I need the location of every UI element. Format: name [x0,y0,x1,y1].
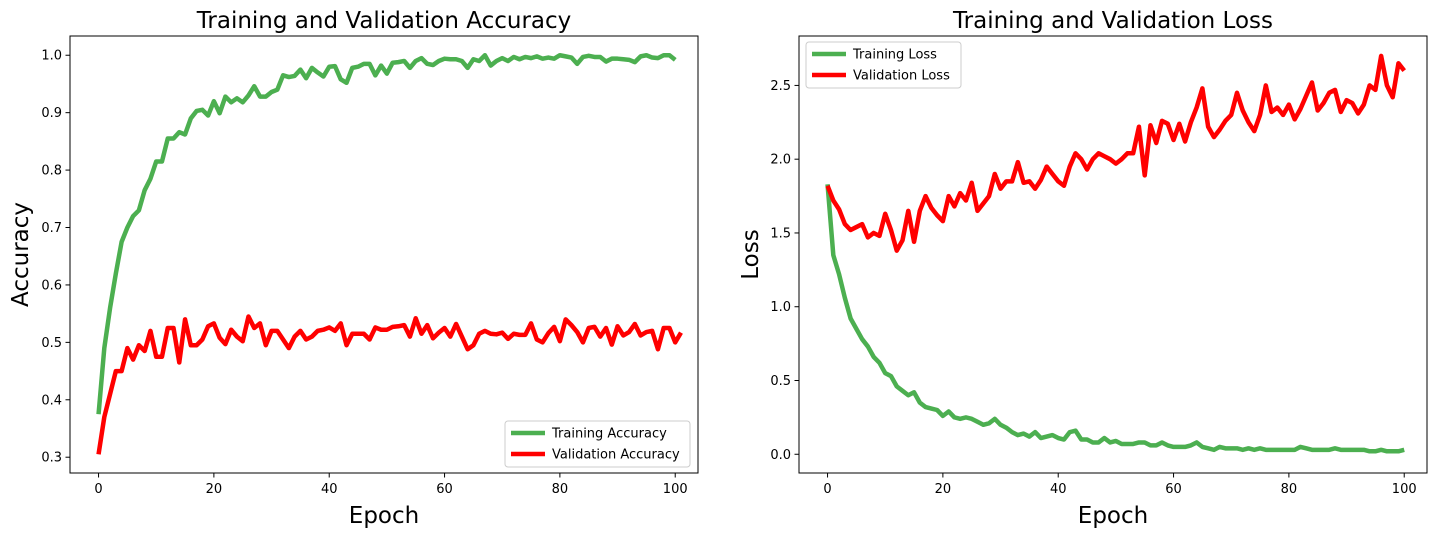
series-line-1 [825,53,1406,253]
legend-label-0: Training Accuracy [551,427,667,442]
x-tick-label-3: 60 [436,482,453,497]
legend: Training Loss Validation Loss [805,41,962,89]
y-axis-label: Accuracy [8,202,34,307]
chart-title: Training and Validation Loss [952,8,1273,34]
loss-chart: 0 20 40 60 80 100 0.0 0.5 1.0 1.5 2.0 2.5 Training a… [738,8,1428,529]
x-tick-label-1: 20 [206,482,223,497]
legend: Training Accuracy Validation Accuracy [504,420,691,468]
y-axis-label: Loss [738,229,764,279]
legend-box [504,420,691,468]
y-tick-label-2: 1.0 [770,300,791,315]
y-tick-label-4: 0.7 [41,221,62,236]
x-tick-label-0: 0 [823,482,831,497]
y-tick-label-5: 0.8 [41,164,62,179]
x-tick-label-5: 100 [663,482,688,497]
series-line-1 [96,314,683,455]
x-tick-label-5: 100 [1392,482,1417,497]
y-tick-label-4: 2.0 [770,153,791,168]
axes-frame [798,35,1428,474]
x-axis-label: Epoch [349,503,419,529]
y-tick-label-3: 0.6 [41,278,62,293]
accuracy-chart: 0 20 40 60 80 100 0.3 0.4 0.5 0.6 0.7 0.8 0.9 1.0 Trai… [8,8,699,529]
series-line-0 [825,184,1405,454]
x-tick-label-4: 80 [1281,482,1298,497]
legend-label-0: Training Loss [852,48,937,63]
x-tick-label-3: 60 [1165,482,1182,497]
x-tick-label-2: 40 [1050,482,1067,497]
x-tick-label-0: 0 [94,482,102,497]
legend-label-1: Validation Accuracy [552,448,680,463]
y-tick-label-7: 1.0 [41,49,62,64]
x-axis-label: Epoch [1078,503,1148,529]
y-tick-label-6: 0.9 [41,106,62,121]
y-tick-label-1: 0.5 [770,374,791,389]
y-tick-label-1: 0.4 [41,393,62,408]
x-tick-label-1: 20 [935,482,952,497]
y-tick-label-5: 2.5 [770,79,791,94]
y-tick-label-3: 1.5 [770,226,791,241]
axes-frame [69,35,699,474]
y-tick-label-2: 0.5 [41,336,62,351]
series-line-0 [96,52,677,415]
chart-title: Training and Validation Accuracy [196,8,572,34]
x-tick-label-2: 40 [321,482,338,497]
y-tick-label-0: 0.0 [770,448,791,463]
x-tick-label-4: 80 [552,482,569,497]
y-tick-label-0: 0.3 [41,451,62,466]
legend-label-1: Validation Loss [853,69,950,84]
